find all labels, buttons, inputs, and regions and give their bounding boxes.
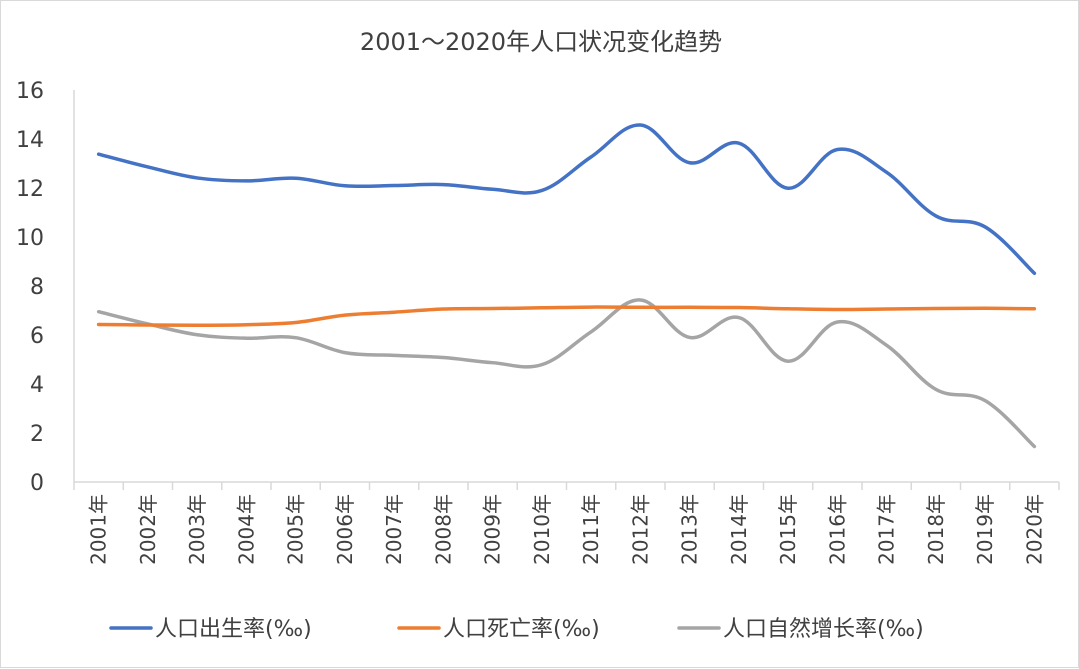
x-tick-label: 2002年: [136, 494, 160, 565]
y-tick-label: 14: [16, 128, 44, 153]
series-line-1: [99, 125, 1035, 273]
legend: 人口出生率(‰) 人口死亡率(‰) 人口自然增长率(‰): [111, 617, 924, 642]
y-tick-label: 6: [30, 324, 44, 349]
x-tick-label: 2020年: [1022, 494, 1046, 565]
legend-label: 人口出生率(‰): [155, 617, 312, 642]
x-tick-label: 2009年: [481, 494, 505, 565]
y-tick-label: 0: [30, 471, 44, 496]
x-tick-label: 2005年: [284, 494, 308, 565]
x-tick-label: 2007年: [382, 494, 406, 565]
chart-title: 2001～2020年人口状况变化趋势: [360, 28, 722, 56]
y-tick-label: 2: [30, 422, 44, 447]
x-tick-label: 2017年: [875, 494, 899, 565]
x-tick-label: 2011年: [579, 494, 603, 565]
legend-label: 人口自然增长率(‰): [723, 617, 924, 642]
x-tick-label: 2001年: [87, 494, 111, 565]
series-layer: [99, 125, 1035, 447]
x-tick-label: 2013年: [678, 494, 702, 565]
legend-label: 人口死亡率(‰): [443, 617, 600, 642]
x-tick-label: 2010年: [530, 494, 554, 565]
series-line-2: [99, 307, 1035, 325]
x-tick-label: 2008年: [431, 494, 455, 565]
x-tick-label: 2019年: [973, 494, 997, 565]
x-tick-label: 2014年: [727, 494, 751, 565]
x-tick-label: 2015年: [776, 494, 800, 565]
y-tick-label: 4: [30, 373, 44, 398]
x-tick-label: 2004年: [234, 494, 258, 565]
x-tick-label: 2012年: [628, 494, 652, 565]
axis-layer: 0 2 4 6 8 10 12 14 16 2001年 2002年 2003年 2004年 2005年 20…: [16, 79, 1059, 565]
x-tick-label: 2018年: [924, 494, 948, 565]
x-tick-label: 2016年: [825, 494, 849, 565]
y-tick-label: 12: [16, 177, 44, 202]
y-tick-label: 8: [30, 275, 44, 300]
x-tick-label: 2003年: [185, 494, 209, 565]
series-line-3: [99, 300, 1035, 447]
y-tick-label: 10: [16, 226, 44, 251]
y-tick-label: 16: [16, 79, 44, 104]
x-tick-label: 2006年: [333, 494, 357, 565]
